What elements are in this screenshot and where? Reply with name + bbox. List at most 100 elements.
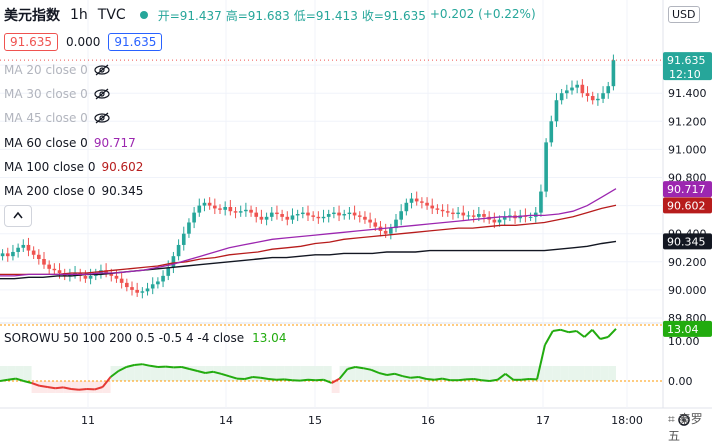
indicator-zone [150, 366, 158, 381]
ma-value: 90.717 [94, 136, 136, 150]
candle-body [477, 214, 481, 217]
indicator-zone [411, 366, 419, 381]
candle-body [197, 206, 201, 213]
eye-hidden-icon[interactable] [94, 64, 110, 76]
ma60-axis-label: 90.717 [667, 183, 706, 196]
indicator-zone [482, 366, 490, 381]
candle-body [135, 290, 139, 293]
ma20-legend[interactable]: MA 20 close 0 [4, 63, 110, 77]
candle-body [436, 208, 440, 209]
ma200-legend[interactable]: MA 200 close 0 90.345 [4, 184, 143, 198]
candle-body [389, 228, 393, 234]
candle-body [348, 213, 352, 214]
watermark: ⌗ 秦罗五 [668, 410, 712, 444]
y-tick-label: 90.000 [668, 284, 707, 297]
indicator-zone [71, 381, 79, 393]
buy-button[interactable]: 91.635 [108, 33, 162, 51]
watermark-text: 秦罗五 [668, 412, 703, 443]
candle-body [285, 217, 289, 220]
candle-body [151, 284, 155, 288]
ma60-legend[interactable]: MA 60 close 0 90.717 [4, 136, 136, 150]
indicator-zone [253, 366, 261, 381]
ma-value: 90.602 [101, 160, 143, 174]
eye-hidden-icon[interactable] [94, 88, 110, 100]
candle-body [410, 199, 414, 203]
candle-body [311, 215, 315, 216]
candle-body [223, 207, 227, 210]
indicator-segment [482, 380, 490, 381]
symbol-name[interactable]: 美元指数 [4, 5, 60, 25]
ma30-legend[interactable]: MA 30 close 0 [4, 87, 110, 101]
indicator-zone [608, 366, 616, 381]
indicator-zone [545, 366, 553, 381]
indicator-zone [308, 366, 316, 381]
candle-body [441, 210, 445, 211]
last-price-label: 91.635 [667, 54, 706, 67]
candle-body [161, 276, 165, 282]
ma-label: MA 60 close 0 [4, 136, 88, 150]
candle-body [332, 213, 336, 214]
interval-label[interactable]: 1h [70, 7, 88, 23]
indicator-segment [261, 378, 269, 379]
candle-body [581, 85, 585, 93]
eye-hidden-icon[interactable] [94, 112, 110, 124]
candle-body [560, 93, 564, 100]
candle-body [53, 269, 57, 270]
candle-body [1, 253, 5, 256]
x-tick-label: 11 [81, 414, 95, 427]
candle-body [456, 213, 460, 214]
open-value: 开=91.437 [158, 7, 222, 24]
high-value: 高=91.683 [226, 7, 290, 24]
x-tick-label: 15 [308, 414, 322, 427]
candle-body [420, 201, 424, 202]
candle-body [472, 215, 476, 216]
candle-body [249, 210, 253, 213]
candle-body [37, 255, 41, 259]
candle-body [544, 142, 548, 191]
indicator-segment [47, 387, 55, 388]
candle-body [244, 210, 248, 211]
y-tick-label: 90.200 [668, 256, 707, 269]
candle-body [461, 213, 465, 216]
candle-body [42, 259, 46, 265]
candle-body [446, 211, 450, 212]
indicator-segment [411, 377, 419, 378]
candle-body [130, 287, 134, 290]
collapse-legend-button[interactable] [4, 205, 32, 227]
indicator-zone [87, 381, 95, 393]
indicator-zone [24, 366, 32, 381]
sell-button[interactable]: 91.635 [4, 33, 58, 51]
ma-label: MA 45 close 0 [4, 111, 88, 125]
x-tick-label: 17 [536, 414, 550, 427]
source-label: TVC [98, 7, 126, 23]
candle-body [467, 215, 471, 216]
indicator-zone [592, 366, 600, 381]
candle-body [322, 217, 326, 218]
trade-panel: 91.635 0.000 91.635 [4, 33, 162, 51]
candle-body [601, 93, 605, 99]
candle-body [182, 234, 186, 245]
ma200-axis-label: 90.345 [667, 235, 706, 248]
indicator-zone [324, 366, 332, 381]
ma45-legend[interactable]: MA 45 close 0 [4, 111, 110, 125]
indicator-zone [600, 366, 608, 381]
indicator-segment [39, 386, 47, 387]
candle-body [270, 213, 274, 217]
candle-body [291, 215, 295, 219]
indicator-zone [569, 366, 577, 381]
candle-body [534, 213, 538, 217]
candle-body [327, 214, 331, 217]
y-tick-label: 91.200 [668, 115, 707, 128]
candle-body [11, 252, 15, 256]
indicator-segment [553, 330, 561, 331]
ma100-legend[interactable]: MA 100 close 0 90.602 [4, 160, 143, 174]
indicator-label: SOROWU 50 100 200 0.5 -0.5 4 -4 close [4, 331, 244, 345]
indicator-segment [387, 374, 395, 375]
currency-button[interactable]: USD [668, 6, 700, 23]
indicator-segment [253, 377, 261, 378]
indicator-segment [284, 379, 292, 380]
candle-body [317, 217, 321, 218]
candle-body [415, 199, 419, 202]
ma-label: MA 20 close 0 [4, 63, 88, 77]
